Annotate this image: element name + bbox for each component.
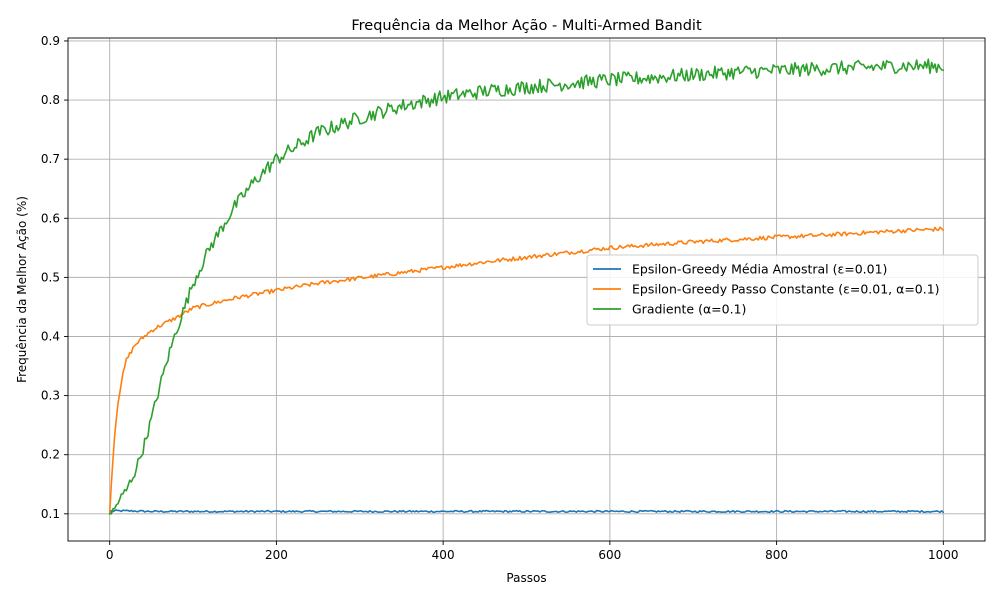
y-tick-label: 0.3 xyxy=(41,389,60,403)
x-tick-label: 200 xyxy=(265,548,288,562)
x-tick-label: 1000 xyxy=(928,548,959,562)
series-line-1 xyxy=(108,226,945,515)
y-tick-label: 0.4 xyxy=(41,329,60,343)
x-tick-label: 0 xyxy=(106,548,114,562)
legend: Epsilon-Greedy Média Amostral (ε=0.01) Ep… xyxy=(586,254,979,326)
y-tick-label: 0.2 xyxy=(41,448,60,462)
legend-box xyxy=(586,254,979,326)
x-tick-label: 600 xyxy=(598,548,621,562)
y-tick-label: 0.5 xyxy=(41,270,60,284)
y-tick-label: 0.6 xyxy=(41,211,60,225)
legend-label: Gradiente (α=0.1) xyxy=(632,302,746,317)
x-tick-label: 800 xyxy=(765,548,788,562)
series-line-0 xyxy=(108,509,945,515)
series-line-2 xyxy=(108,58,945,515)
chart-title: Frequência da Melhor Ação - Multi-Armed … xyxy=(351,18,702,34)
legend-label: Epsilon-Greedy Passo Constante (ε=0.01, … xyxy=(632,282,940,297)
y-tick-label: 0.1 xyxy=(41,507,60,521)
plot-frame xyxy=(67,37,986,542)
y-tick-label: 0.9 xyxy=(41,34,60,48)
series-lines xyxy=(108,58,945,515)
legend-label: Epsilon-Greedy Média Amostral (ε=0.01) xyxy=(632,262,887,277)
x-tick-label: 400 xyxy=(432,548,455,562)
y-tick-label: 0.8 xyxy=(41,93,60,107)
y-axis-title: Frequência da Melhor Ação (%) xyxy=(15,196,29,383)
axis-ticks: 0 200 400 600 800 1000 0.1 0.2 0.3 0.4 0.5 0.6 0.7 0.… xyxy=(41,34,959,562)
x-axis-title: Passos xyxy=(506,571,546,585)
y-tick-label: 0.7 xyxy=(41,152,60,166)
